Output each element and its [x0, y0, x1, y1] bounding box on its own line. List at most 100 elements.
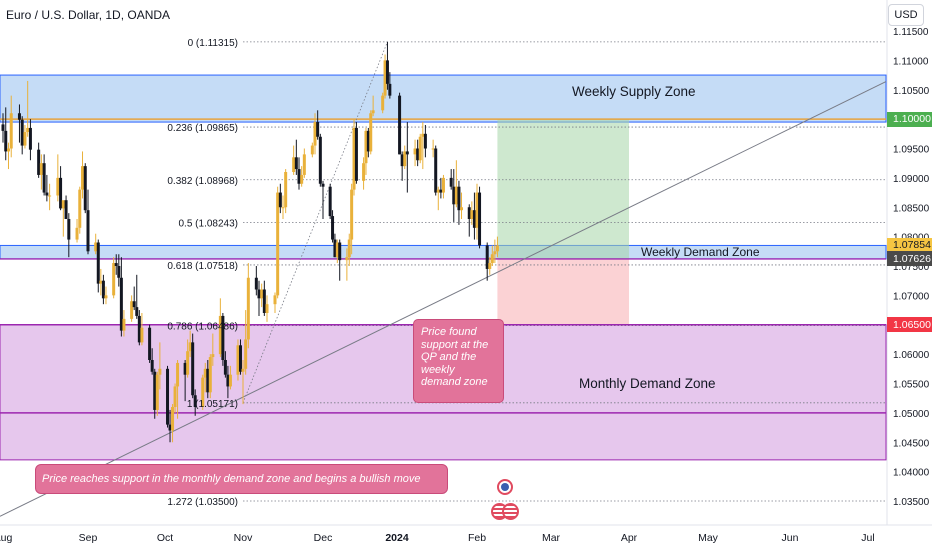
time-tick-label: Mar — [542, 532, 561, 544]
symbol-title[interactable]: Euro / U.S. Dollar, 1D, OANDA — [6, 8, 171, 22]
candle-body — [265, 304, 269, 313]
candle-body — [294, 157, 298, 170]
candle-body — [452, 186, 456, 205]
candle-body — [150, 360, 154, 372]
candle-body — [316, 122, 320, 137]
candle-body — [37, 149, 41, 175]
eu-us-flags-icon[interactable] — [491, 503, 521, 520]
candle-body — [350, 189, 354, 240]
price-tag: 1.10000 — [887, 111, 932, 127]
candle-body — [313, 122, 317, 146]
candle-body — [333, 239, 337, 258]
candle-body — [112, 263, 116, 296]
candle-body — [226, 374, 230, 387]
us-flag-icon[interactable] — [497, 479, 513, 495]
callout-monthly-demand[interactable]: Price reaches support in the monthly dem… — [35, 464, 448, 494]
candle-body — [148, 327, 152, 360]
candle-body — [94, 242, 98, 252]
candle-body — [403, 151, 407, 167]
price-tick-label: 1.04000 — [893, 468, 930, 479]
candle-body — [369, 113, 373, 152]
candle-body — [431, 148, 435, 150]
candle-body — [6, 148, 10, 152]
candle-body — [478, 192, 482, 246]
candle-body — [218, 315, 222, 355]
candle-body — [472, 210, 476, 228]
candle-body — [122, 318, 126, 331]
candle-body — [208, 357, 212, 393]
candle-body — [96, 242, 100, 284]
time-tick-label: Jul — [861, 532, 874, 544]
candle-body — [381, 95, 385, 111]
candle-body — [137, 315, 141, 343]
candle-body — [28, 127, 32, 150]
candle-body — [236, 345, 240, 375]
candle-body — [206, 368, 210, 393]
candle-body — [1, 124, 5, 131]
candle-body — [470, 210, 474, 219]
time-tick-label: Jun — [782, 532, 799, 544]
candle-body — [439, 189, 443, 193]
candle-body — [193, 395, 197, 407]
candle-body — [347, 239, 351, 258]
time-tick-label: Aug — [0, 532, 12, 544]
candle-body — [364, 130, 368, 164]
candle-body — [166, 368, 170, 425]
candle-body — [388, 83, 392, 96]
candle-body — [155, 374, 159, 410]
time-tick-label: Dec — [314, 532, 333, 544]
price-tick-label: 1.09000 — [893, 174, 930, 185]
candle-body — [59, 177, 63, 209]
weekly-demand-zone-label: Weekly Demand Zone — [641, 245, 760, 259]
fib-label: 1 (1.05171) — [187, 399, 238, 410]
candle-body — [171, 407, 175, 431]
candle-body — [278, 192, 282, 208]
time-tick-label: May — [698, 532, 719, 544]
price-tick-label: 1.09500 — [893, 145, 930, 156]
weekly-supply-zone-label: Weekly Supply Zone — [572, 84, 696, 99]
time-tick-label: Feb — [468, 532, 486, 544]
candle-body — [119, 277, 123, 331]
price-tick-label: 1.07000 — [893, 291, 930, 302]
candle-body — [362, 163, 366, 181]
currency-button[interactable]: USD — [888, 4, 924, 26]
price-tag: 1.06500 — [887, 317, 932, 333]
candle-body — [260, 289, 264, 299]
callout-weekly-demand[interactable]: Price found support at the QP and the we… — [413, 319, 504, 403]
candle-body — [104, 295, 108, 299]
price-tag: 1.07854 — [887, 237, 932, 253]
candle-body — [23, 132, 27, 146]
candle-body — [238, 345, 242, 372]
candle-body — [254, 277, 258, 290]
trendline — [0, 81, 887, 517]
candle-body — [56, 177, 60, 196]
candle-body — [26, 127, 30, 133]
candle-body — [4, 130, 8, 152]
fib-label: 0.236 (1.09865) — [167, 123, 238, 134]
candle-body — [114, 263, 118, 266]
candle-body — [485, 245, 489, 269]
candle-body — [64, 200, 68, 219]
candle-body — [383, 60, 387, 96]
candle-body — [297, 169, 301, 184]
candle-body — [241, 368, 245, 372]
candle-body — [335, 242, 339, 258]
candle-body — [203, 368, 207, 378]
candle-body — [101, 280, 105, 299]
time-tick-label: 2024 — [385, 532, 409, 544]
candle-body — [99, 280, 103, 284]
candle-body — [385, 60, 389, 84]
candle-body — [418, 136, 422, 161]
zone-1 — [0, 74, 887, 123]
candle-body — [75, 227, 79, 240]
monthly-demand-zone-label: Monthly Demand Zone — [579, 376, 716, 391]
candle-body — [39, 163, 43, 175]
candle-body — [310, 145, 314, 155]
candle-body — [292, 157, 296, 172]
candle-body — [201, 377, 205, 407]
price-tick-label: 1.05500 — [893, 380, 930, 391]
candles — [1, 41, 499, 443]
candle-body — [81, 166, 85, 190]
